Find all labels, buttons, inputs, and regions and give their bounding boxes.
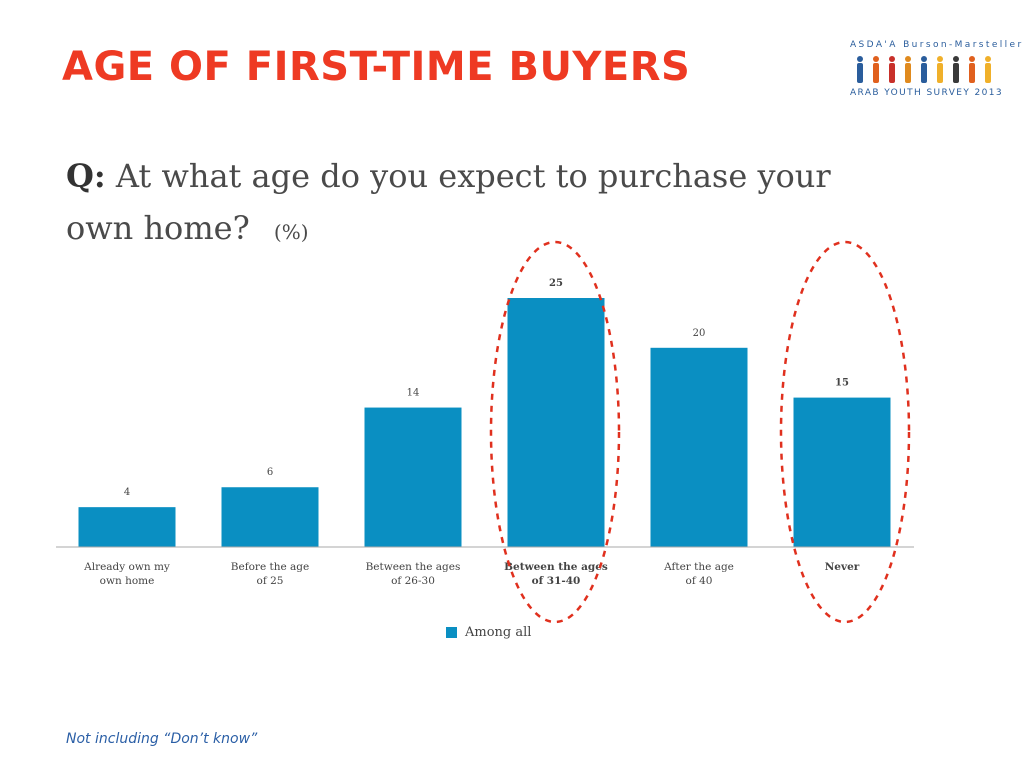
highlight-ellipse-5 (779, 240, 911, 624)
category-label-3-1: of 31-40 (532, 575, 581, 587)
category-label-2-1: of 26-30 (391, 575, 435, 587)
chart-legend: Among all (446, 624, 531, 640)
brand-logo: ASDA'A Burson-Marsteller ARAB YOUTH SURV… (850, 40, 1024, 104)
survey-question: Q: At what age do you expect to purchase… (66, 150, 886, 258)
question-unit: (%) (273, 220, 309, 244)
footnote: Not including “Don’t know” (66, 731, 258, 747)
bar-2 (364, 407, 462, 547)
page-title: AGE OF FIRST-TIME BUYERS (62, 44, 691, 90)
legend-swatch (446, 626, 457, 638)
bar-1 (221, 487, 319, 547)
bar-4 (650, 347, 748, 547)
value-label-4: 20 (693, 328, 706, 339)
value-label-2: 14 (407, 388, 420, 399)
category-label-0-0: Already own my (83, 561, 170, 573)
value-label-3: 25 (549, 278, 563, 289)
category-label-4-1: of 40 (686, 575, 713, 587)
value-label-0: 4 (124, 487, 130, 498)
bar-3 (507, 298, 605, 547)
question-prefix: Q: (66, 157, 106, 195)
category-label-2-0: Between the ages (366, 561, 461, 573)
value-label-5: 15 (835, 378, 849, 389)
bar-5 (793, 397, 891, 547)
logo-brand-text: ASDA'A Burson-Marsteller (850, 40, 1024, 50)
category-label-5-0: Never (825, 561, 860, 573)
category-label-1-1: of 25 (257, 575, 284, 587)
legend-label: Among all (465, 624, 532, 640)
category-label-1-0: Before the age (231, 561, 309, 573)
category-label-3-0: Between the ages (504, 561, 608, 573)
question-text: At what age do you expect to purchase yo… (66, 157, 831, 247)
highlight-ellipse-3 (489, 240, 621, 624)
youth-figures-icon (857, 56, 991, 83)
logo-survey-text: ARAB YOUTH SURVEY 2013 (850, 88, 1004, 98)
category-label-0-1: own home (100, 575, 155, 587)
bar-0 (78, 507, 176, 547)
category-label-4-0: After the age (663, 561, 734, 573)
value-label-1: 6 (267, 467, 273, 478)
